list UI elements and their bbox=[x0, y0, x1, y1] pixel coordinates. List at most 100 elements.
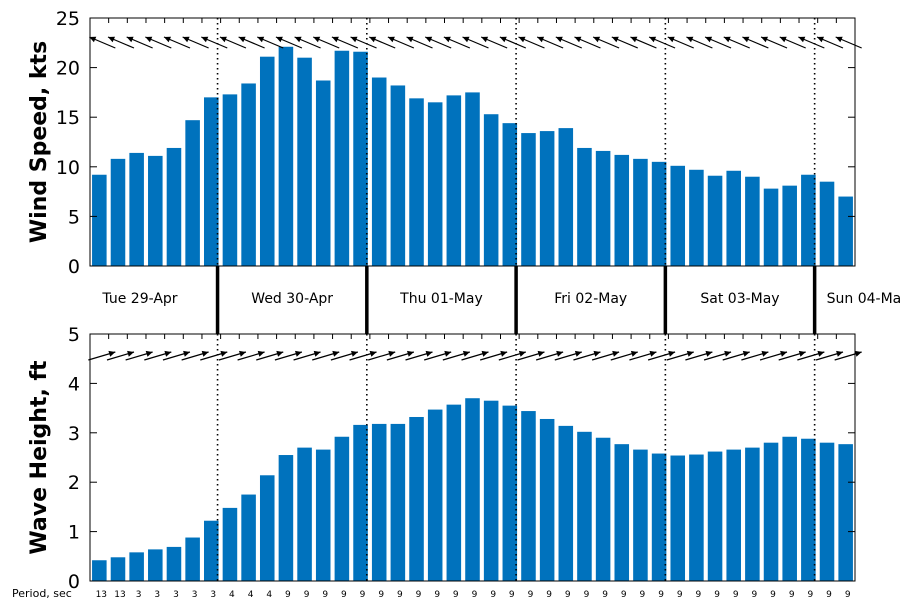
period-value: 9 bbox=[434, 590, 440, 600]
arrow-head bbox=[537, 350, 545, 357]
wind-bar bbox=[129, 152, 144, 266]
wave-bar bbox=[427, 409, 443, 581]
wave-direction-arrow bbox=[312, 350, 340, 361]
wind-direction-arrow bbox=[257, 36, 284, 49]
wind-bar bbox=[148, 155, 163, 266]
wind-bar bbox=[446, 95, 462, 266]
wave-direction-arrow bbox=[797, 350, 825, 361]
arrow-head bbox=[257, 36, 265, 43]
wave-direction-arrow bbox=[386, 350, 415, 361]
day-label: Wed 30-Apr bbox=[251, 291, 333, 307]
period-value: 9 bbox=[770, 590, 776, 600]
wave-direction-arrow bbox=[293, 350, 321, 361]
y-tick-label: 10 bbox=[56, 157, 80, 179]
period-value: 9 bbox=[752, 590, 758, 600]
wave-direction-arrow bbox=[125, 350, 153, 361]
arrow-head bbox=[220, 350, 228, 357]
wind-direction-arrow bbox=[742, 36, 769, 49]
arrow-head bbox=[182, 36, 190, 43]
period-value: 9 bbox=[341, 590, 347, 600]
y-tick-label: 0 bbox=[68, 571, 80, 593]
wave-bar bbox=[148, 549, 163, 581]
arrow-head bbox=[854, 350, 862, 357]
period-value: 9 bbox=[322, 590, 328, 600]
wind-direction-arrow bbox=[294, 36, 321, 49]
arrow-head bbox=[649, 350, 657, 357]
wind-bar bbox=[558, 128, 574, 266]
wave-bar bbox=[726, 449, 741, 581]
wind-bar bbox=[222, 94, 238, 266]
arrow-head bbox=[145, 36, 153, 43]
wind-direction-arrow bbox=[518, 36, 545, 49]
period-value: 13 bbox=[114, 590, 125, 600]
wave-bar bbox=[577, 431, 592, 581]
arrow-head bbox=[369, 350, 377, 357]
wave-direction-arrow bbox=[330, 350, 359, 361]
arrow-head bbox=[369, 36, 377, 43]
wind-bar bbox=[409, 98, 424, 266]
wave-direction-arrow bbox=[834, 350, 862, 361]
y-tick-label: 5 bbox=[68, 206, 80, 228]
wave-bar bbox=[502, 405, 518, 581]
wave-bar bbox=[483, 400, 499, 581]
arrow-head bbox=[313, 36, 321, 43]
arrow-head bbox=[555, 36, 563, 43]
period-value: 9 bbox=[658, 590, 664, 600]
wind-bar bbox=[315, 80, 331, 266]
wind-bar bbox=[166, 147, 182, 266]
wave-bar bbox=[92, 560, 107, 581]
period-value: 9 bbox=[808, 590, 814, 600]
y-tick-label: 5 bbox=[68, 324, 80, 346]
period-value: 9 bbox=[602, 590, 608, 600]
arrow-head bbox=[164, 350, 172, 357]
wind-bar bbox=[577, 147, 592, 266]
wave-direction-arrow bbox=[759, 350, 788, 361]
wind-bar bbox=[390, 85, 406, 267]
arrow-head bbox=[798, 350, 806, 357]
arrow-head bbox=[742, 36, 750, 43]
period-value: 3 bbox=[136, 590, 142, 600]
arrow-head bbox=[835, 36, 843, 43]
wind-bar bbox=[259, 56, 275, 266]
wave-direction-arrow bbox=[741, 350, 769, 361]
arrow-head bbox=[780, 350, 788, 357]
period-value: 9 bbox=[360, 590, 366, 600]
period-value: 9 bbox=[397, 590, 403, 600]
wind-bar bbox=[502, 123, 518, 267]
period-value: 9 bbox=[285, 590, 291, 600]
arrow-head bbox=[313, 350, 321, 357]
wind-bar bbox=[670, 165, 686, 266]
wave-bar bbox=[670, 455, 686, 581]
wave-bar bbox=[595, 437, 611, 581]
wave-direction-arrow bbox=[368, 350, 396, 361]
wind-direction-arrow bbox=[126, 36, 153, 49]
arrow-head bbox=[107, 36, 115, 43]
arrow-head bbox=[407, 350, 414, 357]
arrow-head bbox=[649, 36, 657, 43]
arrow-head bbox=[705, 36, 713, 43]
arrow-head bbox=[500, 350, 508, 357]
period-value: 9 bbox=[696, 590, 702, 600]
wave-bar bbox=[129, 552, 144, 581]
y-tick-label: 0 bbox=[68, 256, 80, 278]
wind-bar bbox=[707, 175, 723, 266]
wind-bar bbox=[483, 114, 499, 266]
arrow-head bbox=[574, 350, 582, 357]
period-value: 9 bbox=[584, 590, 590, 600]
period-value: 9 bbox=[733, 590, 739, 600]
arrow-head bbox=[239, 350, 246, 357]
period-value: 9 bbox=[845, 590, 851, 600]
y-axis-title: Wind Speed, kts bbox=[27, 41, 52, 243]
wind-bar bbox=[782, 185, 797, 266]
wind-direction-arrow bbox=[555, 36, 583, 49]
wind-bar bbox=[633, 158, 648, 266]
y-tick-label: 15 bbox=[56, 107, 80, 129]
wave-bar bbox=[745, 447, 760, 581]
wind-bar bbox=[427, 102, 443, 266]
wind-bar bbox=[763, 188, 779, 266]
wave-bar bbox=[409, 416, 424, 581]
arrow-head bbox=[89, 36, 97, 43]
arrow-head bbox=[761, 350, 769, 357]
wave-bar bbox=[689, 454, 704, 581]
wave-bar bbox=[539, 418, 555, 581]
